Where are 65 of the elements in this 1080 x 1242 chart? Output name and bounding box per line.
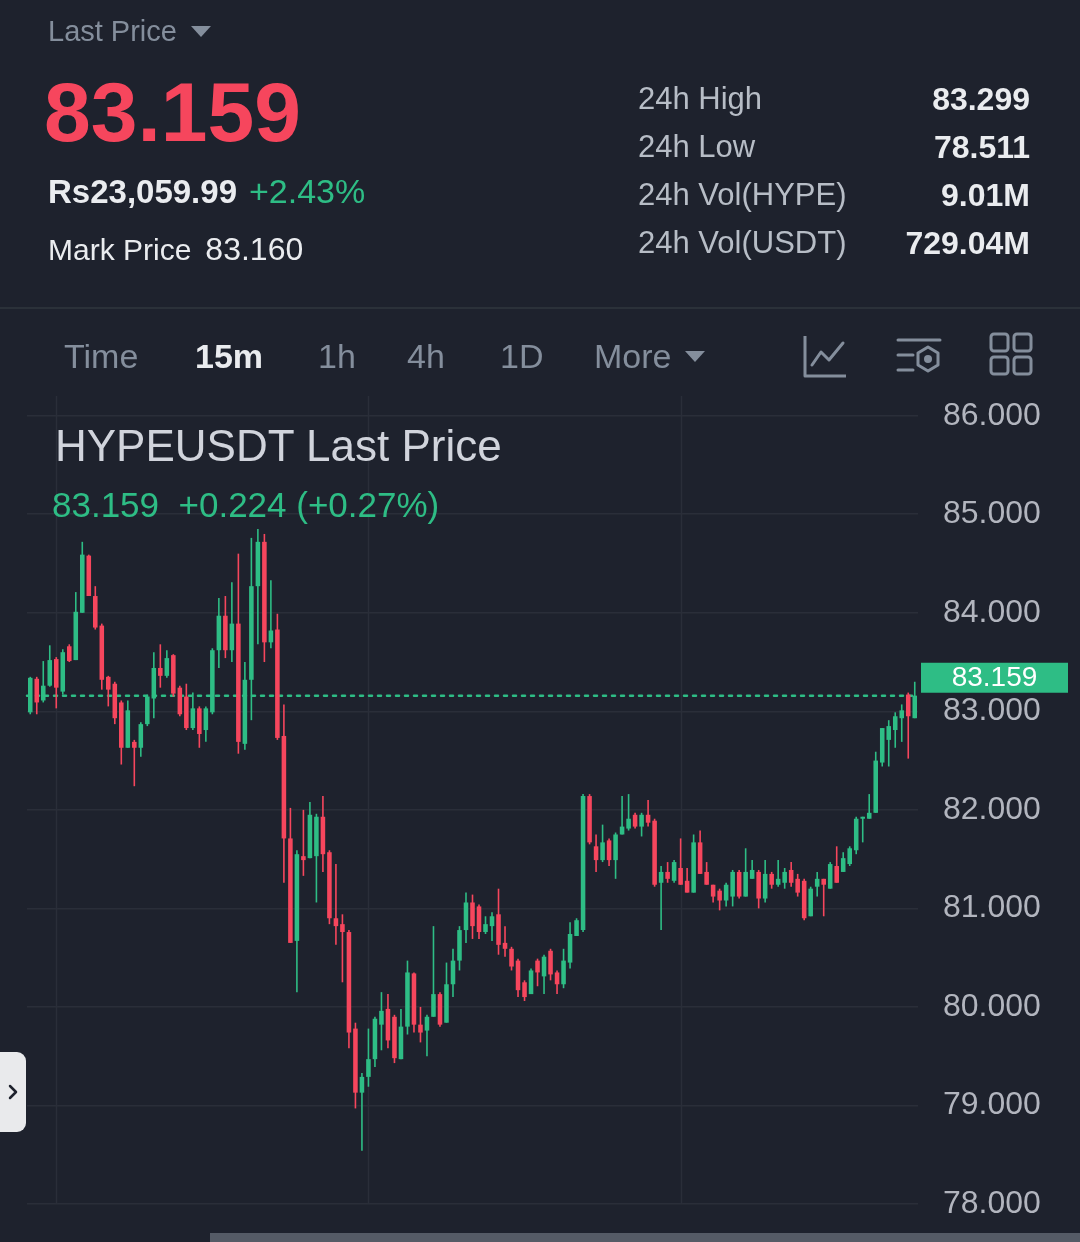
- candlestick: [658, 865, 664, 931]
- text: 83.160: [205, 231, 304, 268]
- text: HYPEUSDT Last Price: [55, 421, 502, 472]
- y-tick-label: 81.000: [943, 888, 1041, 925]
- candlestick: [821, 878, 826, 918]
- text: 24h Low: [638, 129, 756, 165]
- text: 24h Vol(HYPE): [638, 177, 847, 213]
- candlestick: [561, 947, 566, 990]
- candlestick: [431, 925, 436, 1018]
- text: 729.04M: [905, 225, 1030, 262]
- candlestick: [834, 845, 839, 884]
- candlestick: [704, 861, 709, 886]
- text: 4h: [407, 337, 445, 377]
- text: 83.159 +0.224 (+0.27%): [52, 485, 440, 525]
- candlestick: [795, 873, 800, 898]
- y-tick-label: 78.000: [943, 1183, 1041, 1220]
- candlestick: [158, 643, 163, 689]
- text: Mark Price: [48, 233, 192, 268]
- text: Time: [64, 337, 139, 377]
- candlestick: [860, 815, 865, 844]
- y-tick-label: 80.000: [943, 986, 1041, 1023]
- candlestick: [418, 1006, 423, 1044]
- y-tick-label: 82.000: [943, 789, 1041, 826]
- text: 24h Vol(USDT): [638, 225, 847, 261]
- candlestick: [34, 676, 40, 716]
- text: 78.511: [933, 129, 1030, 166]
- candlestick: [847, 845, 852, 867]
- text: 24h High: [638, 81, 763, 117]
- candlestick: [639, 812, 644, 838]
- y-tick-label: 83.000: [943, 691, 1041, 728]
- candlestick: [301, 809, 306, 877]
- candlestick: [470, 893, 475, 940]
- candlestick: [905, 691, 911, 760]
- candlestick: [522, 979, 527, 1002]
- candlestick: [782, 867, 787, 890]
- ref-line-label: 83.159: [951, 661, 1038, 693]
- candlestick: [379, 991, 384, 1052]
- text: 1D: [500, 337, 544, 377]
- candlestick: [535, 957, 540, 988]
- candlestick: [106, 675, 111, 708]
- candlestick: [626, 793, 631, 832]
- text: 1h: [318, 337, 356, 377]
- candlestick: [548, 947, 553, 982]
- candlestick: [340, 913, 345, 984]
- candlestick: [717, 887, 722, 912]
- y-tick-label: 86.000: [943, 395, 1041, 432]
- text: More: [594, 337, 672, 377]
- text: 15m: [195, 337, 264, 377]
- candlestick: [366, 1027, 371, 1088]
- candlestick: [665, 861, 670, 884]
- y-tick-label: 85.000: [943, 494, 1041, 531]
- candlestick: [749, 859, 755, 880]
- text: 83.159: [44, 65, 301, 159]
- candlestick: [509, 946, 514, 972]
- candlestick: [132, 739, 137, 788]
- y-tick-label: 79.000: [943, 1085, 1041, 1122]
- text: 9.01M: [941, 177, 1030, 214]
- y-tick-label: 84.000: [943, 592, 1041, 629]
- text: Last Price: [48, 15, 177, 49]
- text: Rs23,059.99: [48, 173, 237, 211]
- candlestick: [678, 837, 683, 886]
- candlestick: [788, 861, 794, 888]
- candlestick: [600, 823, 605, 863]
- text: 83.299: [932, 81, 1030, 118]
- text: +2.43%: [249, 172, 366, 212]
